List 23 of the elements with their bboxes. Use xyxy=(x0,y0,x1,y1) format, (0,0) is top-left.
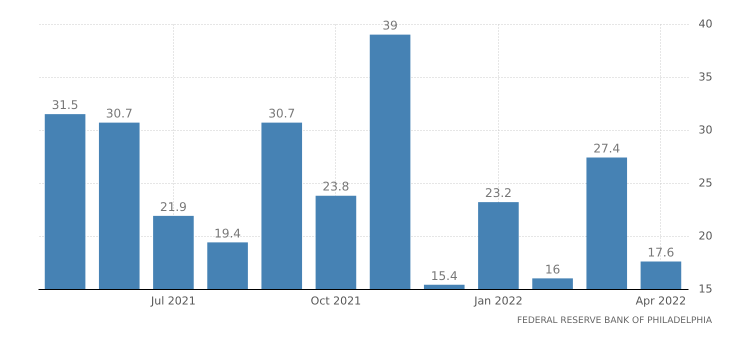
data-label: 21.9 xyxy=(160,200,187,214)
data-label: 23.2 xyxy=(485,186,512,200)
data-label: 23.8 xyxy=(322,180,350,194)
data-label: 31.5 xyxy=(52,98,78,112)
data-label: 30.7 xyxy=(106,106,133,121)
y-tick-label: 15 xyxy=(698,282,712,296)
x-tick-label: Oct 2021 xyxy=(310,294,362,308)
data-label: 30.7 xyxy=(268,106,296,121)
data-label: 15.4 xyxy=(430,268,458,283)
y-tick-label: 30 xyxy=(698,124,712,136)
x-tick-label: Jul 2021 xyxy=(150,294,196,308)
data-label: 27.4 xyxy=(593,142,620,156)
data-label: 39 xyxy=(382,18,398,33)
x-tick-label: Apr 2022 xyxy=(636,294,686,308)
y-tick-label: 20 xyxy=(698,230,712,242)
y-tick-label: 35 xyxy=(698,70,712,84)
x-tick-label: Jan 2022 xyxy=(473,294,523,308)
data-label: 16 xyxy=(544,262,560,276)
text: FEDERAL RESERVE BANK OF PHILADELPHIA xyxy=(516,316,713,326)
data-label: 17.6 xyxy=(648,245,674,260)
y-tick-label: 25 xyxy=(698,176,712,190)
data-label: 19.4 xyxy=(214,226,241,240)
y-tick-label: 40 xyxy=(698,18,712,30)
